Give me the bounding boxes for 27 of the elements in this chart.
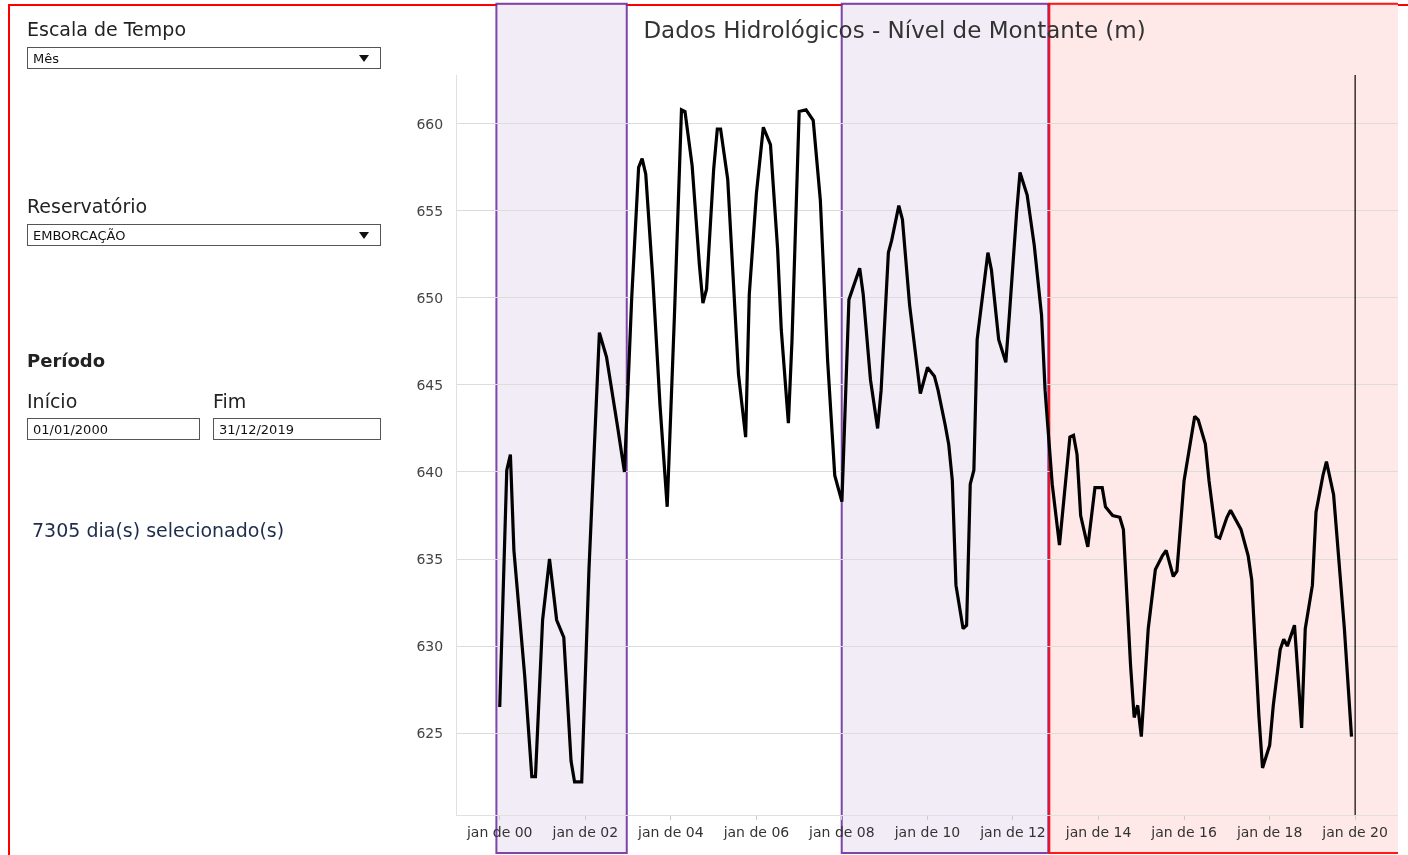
x-tick-label: jan de 14 <box>1064 823 1132 840</box>
x-tick-label: jan de 02 <box>551 823 619 840</box>
x-tick-label: jan de 16 <box>1150 823 1217 840</box>
x-tick-label: jan de 18 <box>1235 823 1303 840</box>
y-tick-label: 640 <box>416 463 444 480</box>
text: Escala de Tempo <box>27 18 187 40</box>
x-tick-label: jan de 10 <box>893 823 961 840</box>
y-tick-label: 635 <box>416 550 444 567</box>
y-tick-label: 655 <box>416 202 444 219</box>
x-tick-label: jan de 04 <box>637 823 704 840</box>
text: Período <box>27 350 106 371</box>
y-tick-label: 650 <box>416 289 444 306</box>
x-tick-label: jan de 12 <box>979 823 1046 840</box>
text: 7305 dia(s) selecionado(s) <box>32 519 285 541</box>
date-field: 31/12/2019 <box>213 418 381 440</box>
y-tick-label: 645 <box>416 376 444 393</box>
text: Reservatório <box>27 195 148 217</box>
date-field: 01/01/2000 <box>27 418 200 440</box>
dropdown-field: EMBORCAÇÃO <box>27 224 381 246</box>
x-tick-label: jan de 06 <box>722 823 790 840</box>
dropdown-field: Mês <box>27 47 381 69</box>
y-tick-label: 630 <box>416 638 444 655</box>
text: Fim <box>213 390 247 412</box>
text: Início <box>27 390 78 412</box>
x-tick-label: jan de 20 <box>1321 823 1388 840</box>
y-tick-label: 625 <box>416 725 444 742</box>
y-tick-label: 660 <box>416 115 444 132</box>
